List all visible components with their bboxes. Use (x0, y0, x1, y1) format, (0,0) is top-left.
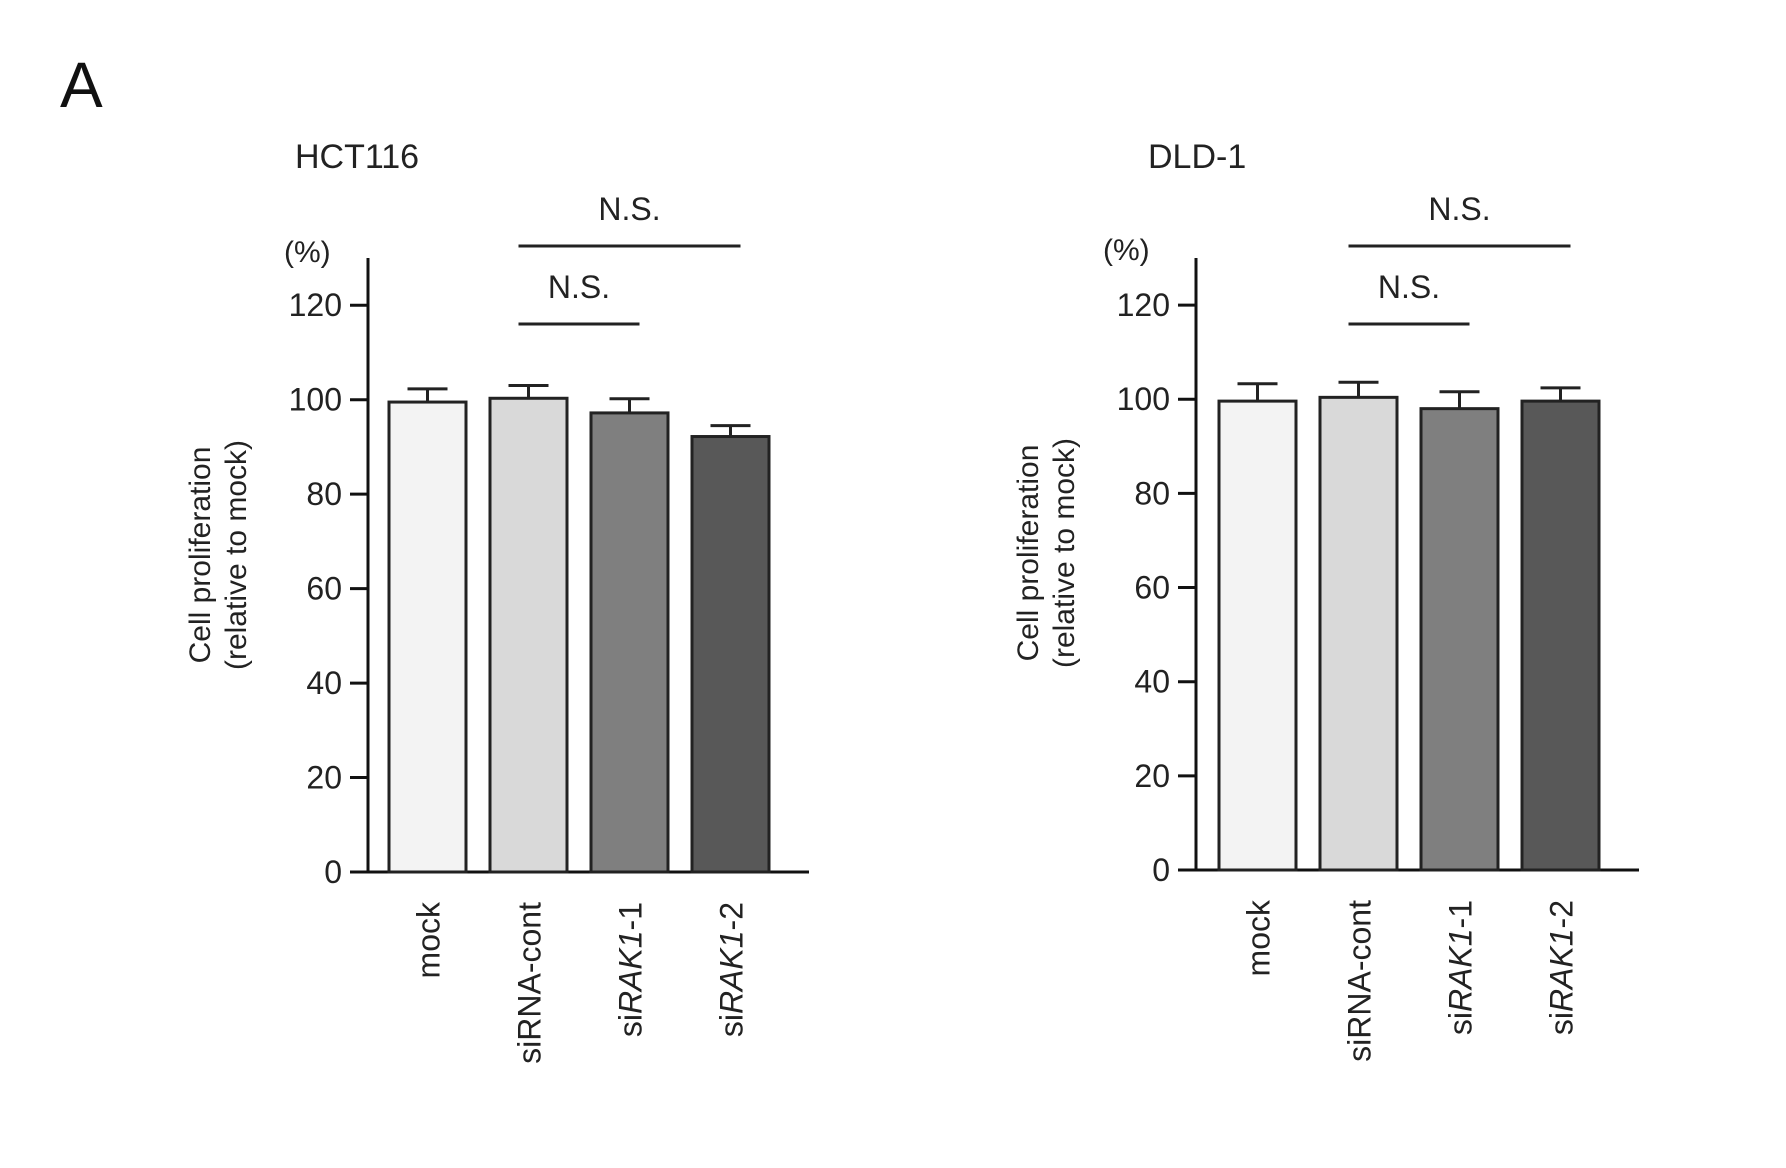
panel-label: A (60, 49, 103, 121)
x-tick-label-suffix: -2 (1544, 900, 1580, 928)
y-tick-label: 100 (289, 382, 342, 418)
x-tick-label: siRNA-cont (512, 902, 548, 1064)
x-tick-label: mock (411, 901, 447, 978)
y-tick-label: 100 (1117, 381, 1170, 417)
chart-title: DLD-1 (1148, 138, 1246, 176)
bar (1217, 399, 1298, 872)
x-tick-label-gene: RAK1 (714, 930, 750, 1014)
y-axis-title: Cell proliferation (relative to mock) (1012, 438, 1081, 668)
y-axis-title-line1: Cell proliferation (184, 447, 217, 664)
significance-label: N.S. (598, 191, 660, 227)
y-tick-label: 80 (306, 476, 342, 512)
x-tick-label-suffix: -1 (1443, 900, 1479, 928)
x-tick-label-prefix: si (1443, 1012, 1479, 1035)
y-tick-label: 60 (306, 571, 342, 607)
y-tick-label: 20 (1134, 758, 1170, 794)
y-tick-label: 20 (306, 760, 342, 796)
x-tick-label: mock (1241, 899, 1277, 976)
bar (1520, 399, 1601, 872)
chart-2: DLD-1 (%) Cell proliferation (relative to m… (1012, 138, 1639, 1062)
bar (1419, 407, 1500, 872)
y-tick-label: 80 (1134, 475, 1170, 511)
bar (488, 396, 569, 874)
y-unit-label: (%) (1103, 234, 1150, 267)
y-tick-label: 120 (1117, 287, 1170, 323)
y-unit-label: (%) (284, 236, 331, 269)
x-tick-label-prefix: si (714, 1014, 750, 1037)
y-tick-label: 40 (306, 665, 342, 701)
x-tick-label-gene: RAK1 (1544, 928, 1580, 1012)
x-tick-label-prefix: siRNA-cont (1342, 900, 1378, 1062)
bar (1318, 395, 1399, 872)
y-axis-title: Cell proliferation (relative to mock) (184, 440, 253, 670)
x-tick-label: siRAK1-1 (1443, 900, 1479, 1035)
significance-label: N.S. (1378, 269, 1440, 305)
x-tick-label: siRAK1-1 (613, 902, 649, 1037)
y-tick-label: 0 (324, 854, 342, 890)
x-tick-label-suffix: -2 (714, 902, 750, 930)
y-tick-label: 120 (289, 287, 342, 323)
x-tick-label-gene: RAK1 (613, 930, 649, 1014)
bar (387, 400, 468, 874)
y-tick-label: 40 (1134, 664, 1170, 700)
x-tick-label-suffix: -1 (613, 902, 649, 930)
x-tick-label-prefix: si (1544, 1012, 1580, 1035)
significance-label: N.S. (548, 269, 610, 305)
x-tick-label-prefix: mock (411, 901, 447, 978)
x-tick-label: siRNA-cont (1342, 900, 1378, 1062)
chart-1: HCT116 (%) Cell proliferation (relative to … (184, 138, 809, 1064)
significance-label: N.S. (1428, 191, 1490, 227)
x-tick-label: siRAK1-2 (1544, 900, 1580, 1035)
y-axis-title-line2: (relative to mock) (1048, 438, 1081, 668)
x-tick-label: siRAK1-2 (714, 902, 750, 1037)
x-tick-label-prefix: mock (1241, 899, 1277, 976)
bar (589, 411, 670, 874)
x-tick-label-gene: RAK1 (1443, 928, 1479, 1012)
y-axis-title-line2: (relative to mock) (220, 440, 253, 670)
x-tick-label-prefix: si (613, 1014, 649, 1037)
x-tick-label-prefix: siRNA-cont (512, 902, 548, 1064)
bar (690, 435, 771, 874)
y-tick-label: 60 (1134, 570, 1170, 606)
chart-title: HCT116 (295, 138, 419, 176)
y-tick-label: 0 (1152, 852, 1170, 888)
y-axis-title-line1: Cell proliferation (1012, 445, 1045, 662)
